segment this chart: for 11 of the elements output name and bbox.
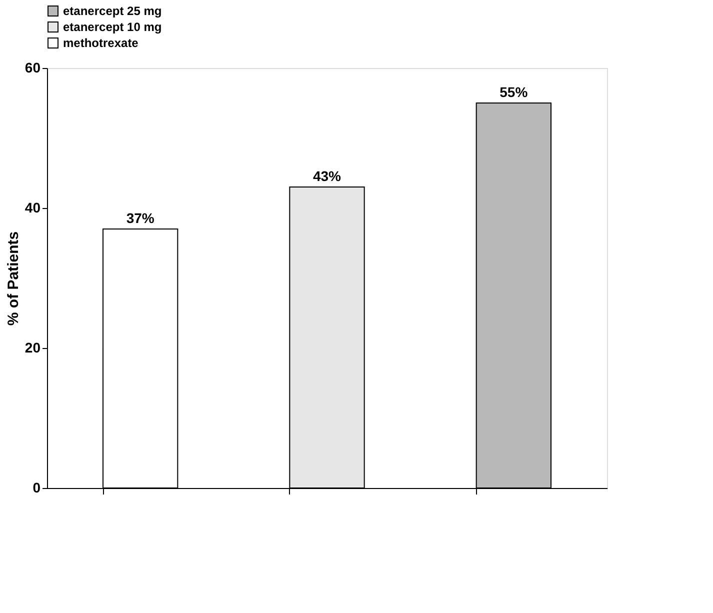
y-axis-title: % of Patients — [4, 231, 22, 326]
y-tick-label: 60 — [24, 60, 41, 76]
legend-label: methotrexate — [63, 36, 139, 50]
y-tick-label: 20 — [24, 340, 41, 356]
legend-label: etanercept 25 mg — [63, 4, 162, 18]
y-tick-label: 0 — [32, 480, 41, 496]
data-label: 43% — [312, 168, 342, 184]
data-label: 55% — [500, 84, 528, 100]
legend-label: etanercept 10 mg — [63, 20, 162, 34]
data-label: 37% — [126, 210, 155, 226]
y-tick-label: 40 — [24, 200, 41, 216]
